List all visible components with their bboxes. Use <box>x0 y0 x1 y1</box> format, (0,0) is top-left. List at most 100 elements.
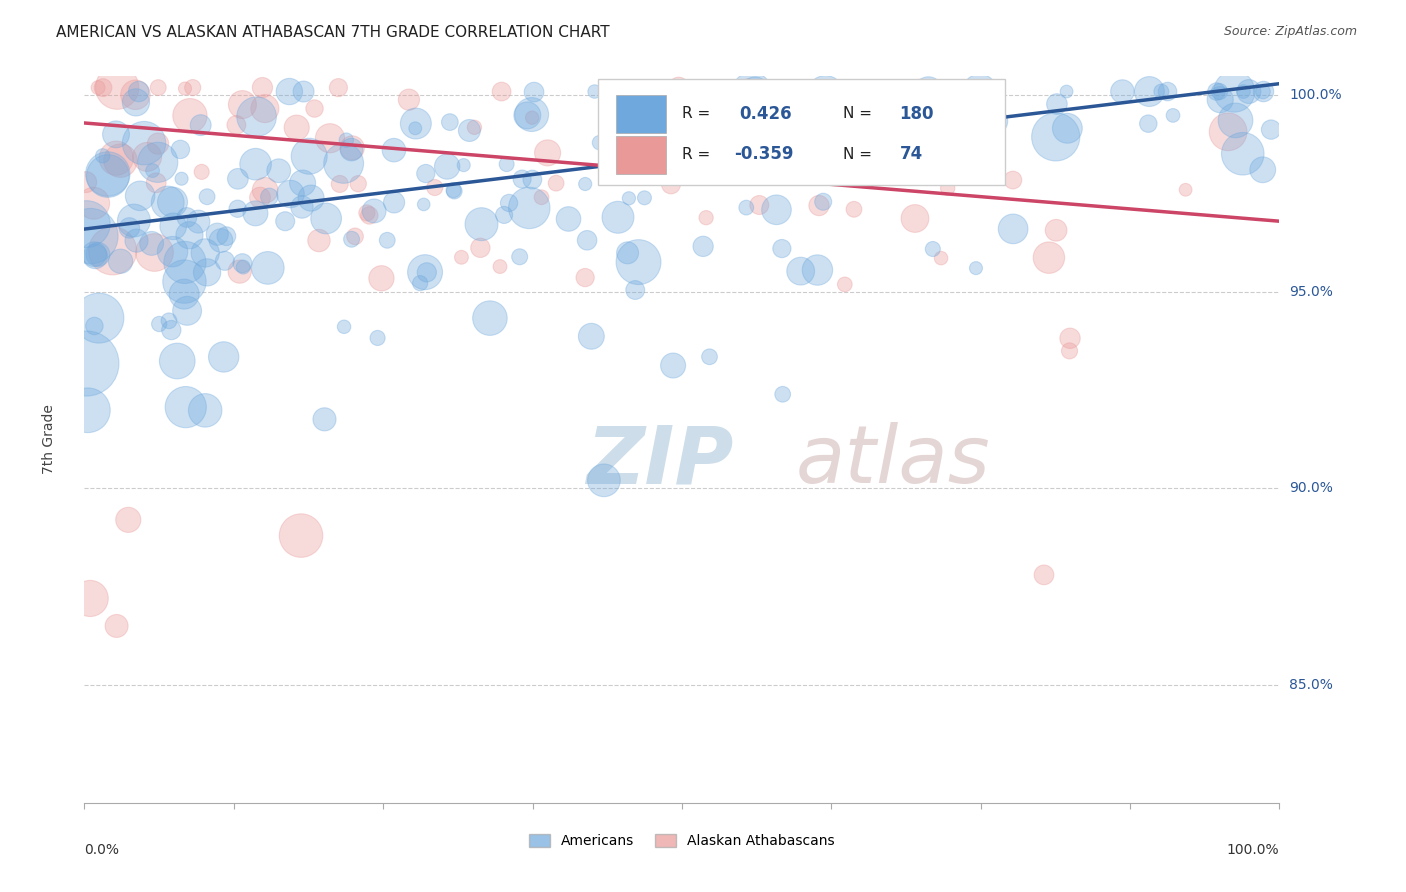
Text: 100.0%: 100.0% <box>1289 88 1341 103</box>
Point <box>359 209 381 223</box>
Point <box>97 169 120 183</box>
Point <box>87 311 110 326</box>
Point <box>332 156 354 170</box>
Point <box>704 131 727 145</box>
Point <box>156 195 179 210</box>
Point <box>495 157 517 171</box>
Point <box>522 172 544 186</box>
Text: 0.426: 0.426 <box>740 104 792 122</box>
Point <box>806 263 828 277</box>
Point <box>965 261 987 276</box>
Point <box>146 136 169 151</box>
Point <box>207 227 229 242</box>
Point <box>811 194 834 209</box>
Point <box>214 253 236 268</box>
Point <box>891 157 914 171</box>
Point <box>697 85 720 99</box>
Point <box>409 276 432 290</box>
Point <box>983 114 1005 128</box>
Point <box>315 211 337 226</box>
Point <box>458 123 481 137</box>
Point <box>226 202 249 216</box>
Point <box>83 247 105 261</box>
Point <box>157 314 180 328</box>
Point <box>129 189 152 203</box>
Point <box>267 163 290 178</box>
Point <box>904 139 927 153</box>
Point <box>520 107 543 121</box>
Point <box>148 317 170 331</box>
Point <box>347 177 370 191</box>
Point <box>1137 85 1160 99</box>
Point <box>576 233 599 247</box>
Point <box>195 190 218 204</box>
Point <box>292 85 315 99</box>
Point <box>335 133 357 147</box>
Text: N =: N = <box>844 106 877 121</box>
Point <box>84 249 107 263</box>
Point <box>969 85 991 99</box>
Point <box>463 120 485 135</box>
Point <box>252 80 274 95</box>
Point <box>546 176 568 190</box>
Point <box>278 85 301 99</box>
Point <box>1059 331 1081 345</box>
Point <box>87 80 110 95</box>
Point <box>1038 251 1060 265</box>
Point <box>91 80 114 95</box>
Point <box>404 121 426 136</box>
Point <box>416 265 439 279</box>
Point <box>291 200 314 214</box>
Text: Source: ZipAtlas.com: Source: ZipAtlas.com <box>1223 25 1357 38</box>
Point <box>105 619 128 633</box>
Legend: Americans, Alaskan Athabascans: Americans, Alaskan Athabascans <box>523 829 841 854</box>
Point <box>825 158 848 172</box>
Point <box>170 171 193 186</box>
Point <box>141 236 163 251</box>
Point <box>704 156 727 170</box>
Point <box>911 141 934 155</box>
Point <box>907 92 929 106</box>
Point <box>1056 85 1078 99</box>
Point <box>75 175 97 189</box>
Point <box>516 108 538 122</box>
Text: R =: R = <box>682 147 716 161</box>
Point <box>509 250 531 264</box>
Point <box>973 152 995 166</box>
Point <box>83 318 105 333</box>
Point <box>530 190 553 204</box>
Point <box>1251 85 1274 99</box>
Point <box>1174 183 1197 197</box>
Point <box>125 95 148 110</box>
Point <box>439 115 461 129</box>
Point <box>405 116 427 130</box>
Point <box>1111 85 1133 99</box>
Point <box>714 85 737 99</box>
Point <box>101 244 124 258</box>
Point <box>280 186 302 201</box>
Text: 100.0%: 100.0% <box>1227 843 1279 857</box>
Point <box>1002 222 1025 236</box>
Point <box>148 80 170 95</box>
Point <box>117 513 139 527</box>
Point <box>443 184 465 198</box>
Point <box>162 219 184 234</box>
Point <box>583 85 606 99</box>
Point <box>162 195 184 210</box>
Point <box>231 97 253 112</box>
Point <box>772 387 794 401</box>
Point <box>329 177 352 191</box>
Point <box>142 163 165 178</box>
Point <box>124 87 146 102</box>
Point <box>249 191 271 205</box>
Text: 7th Grade: 7th Grade <box>42 404 55 475</box>
Point <box>105 128 128 142</box>
Point <box>298 149 321 163</box>
Point <box>146 155 169 169</box>
Point <box>834 277 856 292</box>
Text: 0.0%: 0.0% <box>84 843 120 857</box>
Point <box>453 158 475 172</box>
Text: ZIP: ZIP <box>586 422 734 500</box>
Point <box>498 196 520 211</box>
Point <box>536 145 558 160</box>
